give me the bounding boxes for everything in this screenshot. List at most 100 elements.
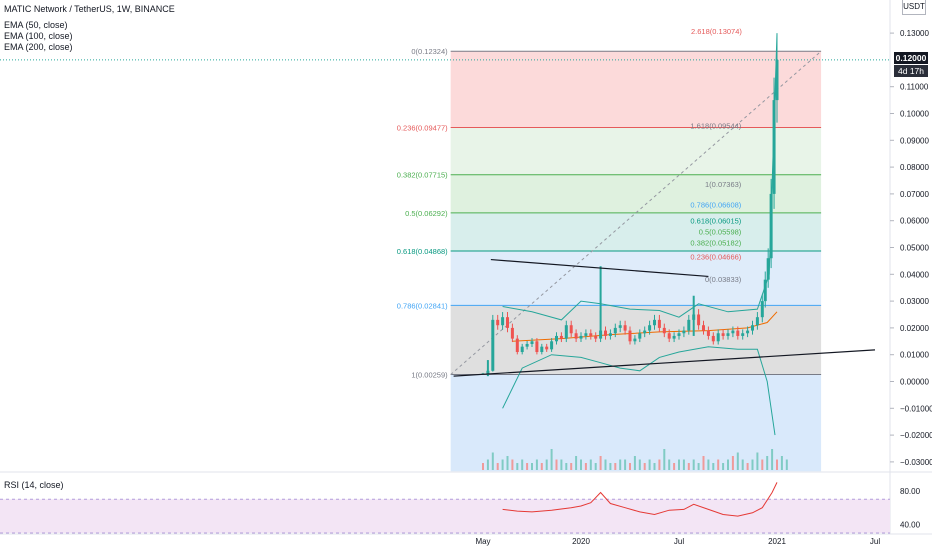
candle-body xyxy=(702,325,705,331)
volume-bar xyxy=(746,463,749,470)
y-tick-label: 0.07000 xyxy=(900,190,929,199)
candle-body xyxy=(687,319,691,331)
volume-bar xyxy=(589,459,592,470)
volume-bar xyxy=(697,463,700,470)
volume-bar xyxy=(599,456,602,470)
volume-bar xyxy=(780,456,783,470)
volume-bar xyxy=(658,459,661,470)
volume-bar xyxy=(785,459,788,470)
rsi-tick-label: 40.00 xyxy=(900,521,921,530)
rsi-line xyxy=(502,482,778,517)
fib-extension-label: 1(0.07363) xyxy=(705,180,742,189)
rsi-legend[interactable]: RSI (14, close) xyxy=(4,480,64,490)
candle-body xyxy=(574,333,578,339)
volume-bar xyxy=(516,463,519,470)
candle-body xyxy=(721,333,725,336)
candle-body xyxy=(496,319,500,326)
y-tick-label: 0.13000 xyxy=(900,29,929,38)
candle-body xyxy=(697,314,701,326)
volume-bar xyxy=(545,459,548,470)
candle-body xyxy=(755,317,759,326)
y-tick-label: 0.06000 xyxy=(900,217,929,226)
candle-body xyxy=(545,346,549,350)
candle-body xyxy=(530,341,534,344)
candle-body xyxy=(736,330,740,336)
candle-body xyxy=(638,333,642,339)
volume-bar xyxy=(619,459,622,470)
fib-zone xyxy=(450,251,822,306)
fib-zone xyxy=(450,212,822,252)
ema-50-legend[interactable]: EMA (50, close) xyxy=(4,20,68,30)
candle-body xyxy=(559,335,563,339)
volume-bar xyxy=(531,463,533,470)
volume-bar xyxy=(648,459,651,470)
candle-body xyxy=(763,279,767,302)
candle-body xyxy=(525,343,529,347)
candle-body xyxy=(682,330,686,334)
volume-bar xyxy=(766,456,769,470)
y-tick-label: 0.00000 xyxy=(900,378,929,387)
ema-200-legend[interactable]: EMA (200, close) xyxy=(4,42,73,52)
candle-body xyxy=(515,338,519,353)
volume-bar xyxy=(584,463,587,470)
candle-body xyxy=(569,325,573,334)
fib-zone xyxy=(450,51,822,128)
volume-bar xyxy=(482,463,484,470)
candle-body xyxy=(633,338,637,342)
fib-level-label: 0.236(0.09477) xyxy=(397,124,448,133)
candle-body xyxy=(648,325,652,331)
candle-body xyxy=(706,330,710,336)
y-tick-label: −0.03000 xyxy=(900,458,932,467)
x-tick-label: 2020 xyxy=(572,537,590,546)
y-tick-label: 0.09000 xyxy=(900,136,929,145)
fib-diagonal xyxy=(450,50,822,375)
candle-body xyxy=(564,325,568,339)
y-tick-label: 0.10000 xyxy=(900,110,929,119)
fib-extension-label: 0.382(0.05182) xyxy=(690,239,741,248)
y-tick-label: 0.01000 xyxy=(900,351,929,360)
volume-bar xyxy=(526,463,529,470)
volume-bar xyxy=(687,463,690,470)
candle-body xyxy=(628,330,632,342)
volume-bar xyxy=(702,456,705,470)
y-tick-label: 0.03000 xyxy=(900,297,929,306)
volume-bar xyxy=(663,449,666,470)
candle-body xyxy=(672,335,676,339)
volume-bar xyxy=(761,459,764,470)
y-tick-label: 0.11000 xyxy=(900,83,929,92)
volume-bar xyxy=(555,459,558,470)
candle-body xyxy=(555,335,558,342)
volume-bar xyxy=(727,459,729,470)
volume-bar xyxy=(550,449,553,470)
candle-body xyxy=(506,317,509,328)
volume-bar xyxy=(756,452,759,470)
fib-level-label: 1(0.00259) xyxy=(411,371,448,380)
candle-body xyxy=(769,193,773,259)
rsi-band-fill xyxy=(0,499,890,533)
x-tick-label: Jul xyxy=(870,537,880,546)
bar-countdown-tag: 4d 17h xyxy=(894,65,928,77)
volume-bar xyxy=(629,463,631,470)
fib-extension-label: 0(0.03833) xyxy=(705,275,742,284)
band-upper-line xyxy=(502,33,778,321)
volume-bar xyxy=(624,459,627,470)
ema-100-legend[interactable]: EMA (100, close) xyxy=(4,31,73,41)
candle-body xyxy=(608,333,612,336)
candle-body xyxy=(501,317,505,326)
y-tick-label: 0.02000 xyxy=(900,324,929,333)
current-price-tag: 0.12000 xyxy=(894,52,928,64)
volume-bar xyxy=(604,459,607,470)
volume-bar xyxy=(580,459,582,470)
candle-body xyxy=(766,258,770,280)
candle-body xyxy=(653,319,656,326)
candle-body xyxy=(613,327,617,334)
candle-body xyxy=(584,333,588,336)
candle-body xyxy=(510,327,514,339)
candle-body xyxy=(535,341,539,353)
volume-bar xyxy=(594,463,597,470)
candle-body xyxy=(741,333,745,336)
currency-badge[interactable]: USDT xyxy=(902,0,926,15)
candle-body xyxy=(623,325,627,331)
